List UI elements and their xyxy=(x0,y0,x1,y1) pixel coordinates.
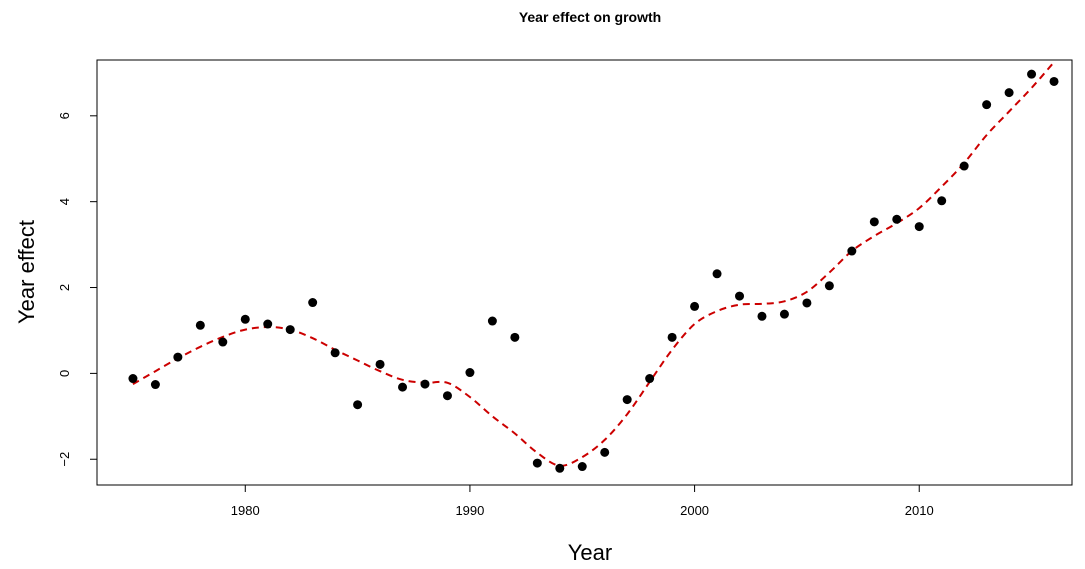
data-point xyxy=(892,214,902,224)
data-point xyxy=(263,319,273,329)
data-point xyxy=(622,395,632,405)
data-point xyxy=(532,458,542,468)
data-point xyxy=(1049,76,1059,86)
plot-frame xyxy=(96,59,1073,486)
y-tick-label: −2 xyxy=(57,452,72,467)
data-point xyxy=(420,379,430,389)
y-tick-label: 0 xyxy=(57,370,72,377)
data-point xyxy=(779,309,789,319)
data-point xyxy=(353,400,363,410)
x-tick-label: 2000 xyxy=(680,503,709,518)
data-point xyxy=(757,311,767,321)
y-axis: −2 0 2 4 6 xyxy=(57,112,97,467)
data-point xyxy=(555,463,565,473)
data-point xyxy=(240,314,250,324)
data-point xyxy=(218,337,228,347)
data-point xyxy=(735,291,745,301)
data-point xyxy=(690,301,700,311)
data-point xyxy=(465,368,475,378)
data-point xyxy=(1004,88,1014,98)
chart-title: Year effect on growth xyxy=(519,9,661,25)
data-point xyxy=(1027,69,1037,79)
data-point xyxy=(510,332,520,342)
data-point xyxy=(173,352,183,362)
data-point xyxy=(577,462,587,472)
data-point xyxy=(847,246,857,256)
data-point xyxy=(442,391,452,401)
data-point xyxy=(869,217,879,227)
y-tick-label: 4 xyxy=(57,198,72,205)
x-axis-label: Year xyxy=(568,540,612,565)
data-point xyxy=(150,380,160,390)
data-point xyxy=(128,374,138,384)
data-point xyxy=(308,298,318,308)
data-point xyxy=(982,100,992,110)
smooth-curve xyxy=(132,61,1055,467)
data-point xyxy=(937,196,947,206)
y-tick-label: 2 xyxy=(57,284,72,291)
smooth-line xyxy=(132,61,1055,467)
data-point xyxy=(667,332,677,342)
data-point xyxy=(330,348,340,358)
data-point xyxy=(802,298,812,308)
data-point xyxy=(285,325,295,335)
data-point xyxy=(914,222,924,232)
x-tick-label: 1980 xyxy=(231,503,260,518)
data-point xyxy=(398,382,408,392)
data-points xyxy=(128,69,1059,473)
data-point xyxy=(712,269,722,279)
data-point xyxy=(375,359,385,369)
data-point xyxy=(600,447,610,457)
data-point xyxy=(645,374,655,384)
x-tick-label: 2010 xyxy=(905,503,934,518)
y-tick-label: 6 xyxy=(57,112,72,119)
data-point xyxy=(195,320,205,330)
data-point xyxy=(824,281,834,291)
data-point xyxy=(959,161,969,171)
x-axis: 1980 1990 2000 2010 xyxy=(231,485,934,518)
x-tick-label: 1990 xyxy=(455,503,484,518)
y-axis-label: Year effect xyxy=(14,220,39,324)
data-point xyxy=(487,316,497,326)
